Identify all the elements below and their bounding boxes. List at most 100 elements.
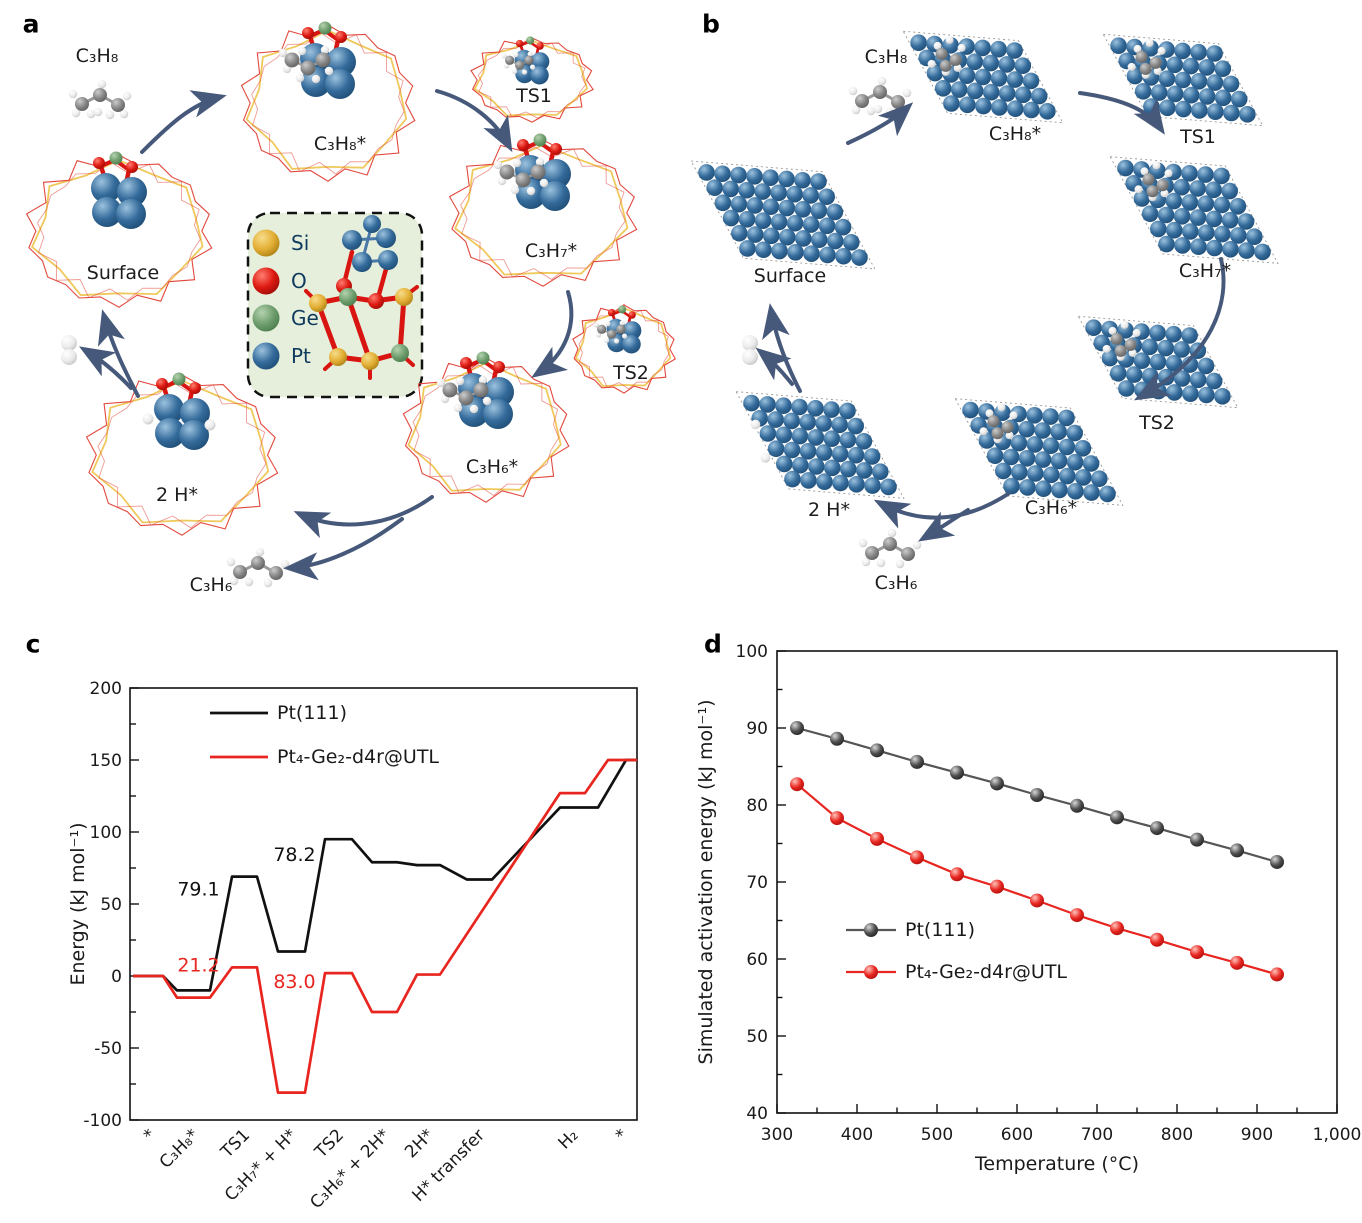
platinum-atom — [1027, 465, 1044, 482]
platinum-atom — [856, 462, 873, 479]
pt4-cluster — [493, 133, 571, 211]
cycle-arrow — [435, 89, 513, 153]
cycle-arrow — [846, 102, 914, 145]
hydrogen-atom — [1145, 38, 1154, 47]
hydrogen-atom — [229, 576, 239, 586]
platinum-atom — [851, 249, 868, 266]
hydrogen-atom — [985, 409, 994, 418]
c3h6-molecule — [226, 547, 290, 588]
hydrogen-atom — [436, 378, 446, 388]
hydrogen-atom — [68, 89, 78, 99]
hydrogen-atom — [122, 91, 132, 101]
platinum-atom — [1075, 469, 1092, 486]
hydrogen-atom — [320, 45, 330, 55]
hydrogen-atom — [1133, 44, 1142, 53]
platinum-atom — [91, 173, 121, 203]
platinum-atom — [738, 181, 755, 199]
label-c3h8-gas-a: C₃H₈ — [75, 45, 119, 67]
hydrogen-atom — [263, 578, 273, 588]
hydrocarbon-adsorbate — [979, 403, 1018, 444]
hydrogen-atom — [933, 41, 942, 50]
platinum-atom — [1125, 366, 1143, 383]
hydrogen-atom — [527, 51, 533, 57]
platinum-atom — [1181, 327, 1198, 344]
platinum-atom — [1157, 339, 1175, 357]
platinum-atom — [714, 194, 732, 212]
hydrogen-atom — [244, 577, 254, 587]
pt-key-dot — [252, 342, 280, 370]
platinum-atom — [1197, 166, 1214, 183]
legend-label: Pt₄-Ge₂-d4r@UTL — [277, 746, 439, 768]
hydrogen-atom — [912, 540, 922, 550]
label-c3h7-ads-a: C₃H₇* — [524, 240, 578, 262]
platinum-atom — [1207, 103, 1224, 120]
platinum-atom — [483, 399, 513, 429]
platinum-atom — [1141, 338, 1159, 356]
platinum-atom — [1058, 438, 1076, 456]
platinum-atom — [1110, 37, 1127, 54]
hydrogen-atom — [513, 52, 519, 58]
pt111-slab — [1102, 33, 1264, 127]
platinum-atom — [982, 83, 1000, 101]
platinum-atom — [1134, 83, 1152, 100]
platinum-atom — [986, 447, 1004, 465]
y-tick-label: 200 — [90, 679, 122, 699]
label-surface-b: Surface — [753, 265, 827, 287]
platinum-atom — [786, 185, 803, 203]
y-tick-label: 80 — [746, 796, 768, 816]
platinum-atom — [807, 429, 825, 446]
label-c3h6-gas-b: C₃H₆ — [874, 572, 918, 594]
data-point — [870, 831, 884, 846]
platinum-atom — [1166, 85, 1184, 103]
platinum-atom — [484, 377, 514, 407]
pt4-cluster — [142, 372, 216, 450]
carbon-atom — [991, 427, 1004, 440]
zeolite-ring — [448, 138, 638, 287]
platinum-atom — [1085, 319, 1102, 337]
barrier-annotation: 79.1 — [177, 879, 219, 901]
oxygen-atom — [607, 308, 616, 317]
platinum-atom — [1166, 221, 1183, 239]
cycle-arrow — [97, 309, 140, 398]
c3h6-molecule — [858, 528, 922, 569]
hydrogen-atom — [255, 547, 265, 557]
hydrogen-atom — [876, 558, 886, 568]
platinum-atom — [834, 218, 852, 236]
platinum-atom — [863, 448, 881, 465]
label-c3h8-ads-b: C₃H₈* — [988, 123, 1042, 145]
oxygen-atom — [460, 357, 472, 369]
data-point — [1270, 854, 1284, 869]
platinum-atom — [815, 444, 833, 461]
platinum-atom — [767, 411, 784, 428]
hydrogen-atom — [622, 333, 628, 339]
hydrogen-atom — [97, 79, 107, 89]
platinum-atom — [835, 247, 852, 265]
platinum-atom — [926, 64, 944, 82]
hydrogen-atom — [1108, 326, 1117, 335]
platinum-atom — [1003, 477, 1020, 495]
data-point — [1070, 908, 1084, 923]
carbon-atom — [1124, 338, 1137, 351]
oxygen-atom — [517, 139, 529, 151]
x-category-label: * — [612, 1125, 632, 1145]
platinum-atom — [1189, 371, 1207, 389]
platinum-atom — [791, 398, 808, 416]
platinum-atom — [1182, 223, 1199, 240]
atom-sphere — [376, 228, 396, 248]
hydrocarbon-adsorbate — [927, 35, 966, 76]
platinum-atom — [1246, 228, 1263, 245]
hydrogen-atom — [280, 559, 290, 569]
platinum-atom — [1006, 71, 1024, 88]
hydrocarbon-adsorbate — [436, 375, 492, 414]
hydrogen-atom — [605, 321, 611, 327]
germanium-atom — [109, 151, 123, 165]
platinum-atom — [530, 65, 549, 85]
platinum-atom — [839, 402, 856, 420]
hydrogen-atom — [742, 349, 758, 365]
hydrogen-atom — [1152, 161, 1161, 170]
platinum-atom — [1197, 195, 1215, 212]
carbon-atom — [1110, 332, 1123, 345]
platinum-atom — [770, 184, 787, 202]
legend-label: Pt(111) — [277, 702, 347, 724]
platinum-atom — [816, 473, 833, 491]
